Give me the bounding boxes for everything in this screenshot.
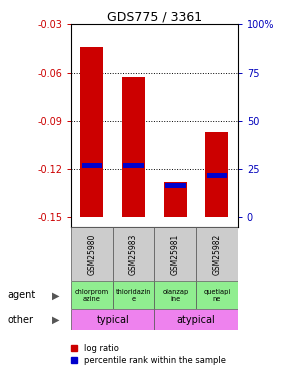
Text: agent: agent (7, 290, 35, 300)
Legend: log ratio, percentile rank within the sample: log ratio, percentile rank within the sa… (70, 344, 226, 364)
Bar (113, 281, 155, 309)
Text: thioridazin
e: thioridazin e (116, 289, 151, 302)
Bar (196, 281, 238, 309)
Bar (122, 77, 145, 217)
Bar (123, 164, 144, 168)
Text: chlorprom
azine: chlorprom azine (75, 289, 109, 302)
Bar (71, 309, 155, 330)
Text: ▶: ▶ (52, 290, 60, 300)
Bar (155, 227, 196, 281)
Bar (165, 183, 186, 188)
Text: other: other (7, 315, 33, 325)
Text: olanzap
ine: olanzap ine (162, 289, 188, 302)
Bar (164, 182, 187, 217)
Bar (81, 164, 102, 168)
Bar (80, 47, 103, 217)
Bar (155, 309, 238, 330)
Bar (155, 281, 196, 309)
Text: GSM25980: GSM25980 (87, 233, 96, 275)
Text: GSM25981: GSM25981 (171, 233, 180, 274)
Bar (207, 173, 227, 178)
Bar (71, 281, 113, 309)
Text: GSM25983: GSM25983 (129, 233, 138, 275)
Bar (196, 227, 238, 281)
Text: GSM25982: GSM25982 (213, 233, 222, 274)
Bar (113, 227, 155, 281)
Bar (206, 132, 229, 217)
Text: atypical: atypical (177, 315, 215, 325)
Text: ▶: ▶ (52, 315, 60, 325)
Bar (71, 227, 113, 281)
Text: quetiapi
ne: quetiapi ne (203, 289, 231, 302)
Text: typical: typical (96, 315, 129, 325)
Title: GDS775 / 3361: GDS775 / 3361 (107, 10, 202, 23)
